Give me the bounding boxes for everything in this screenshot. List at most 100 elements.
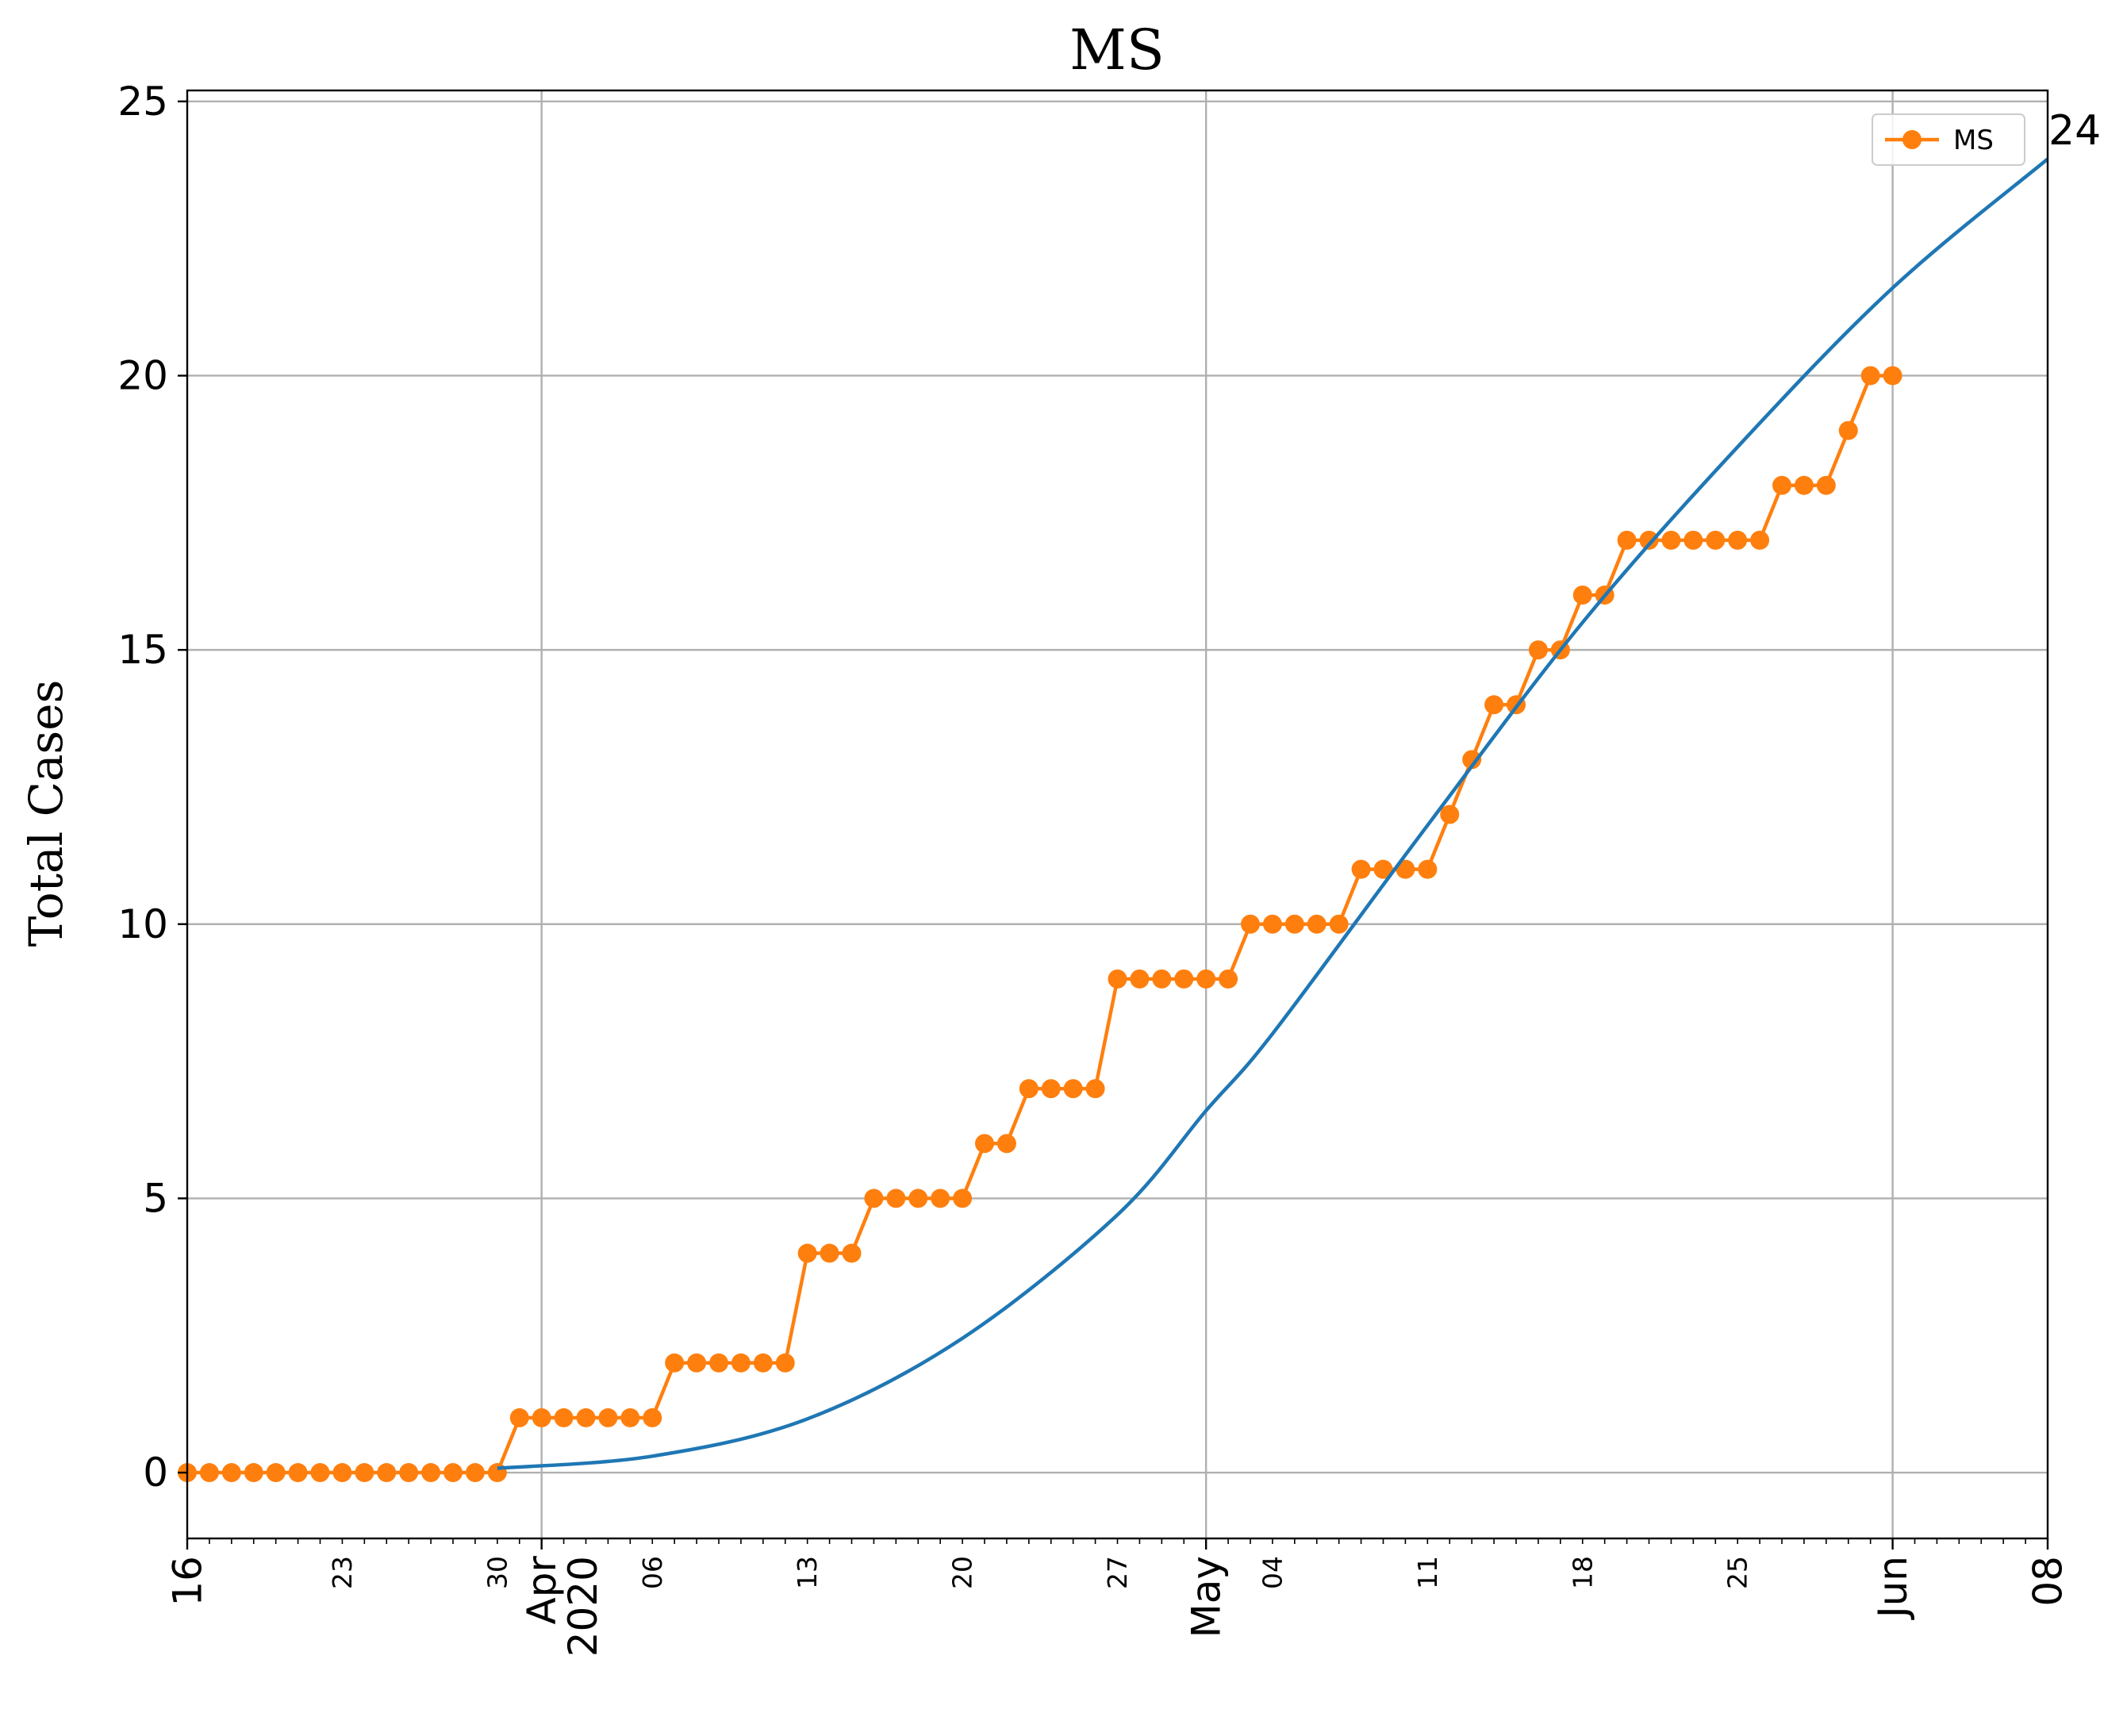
data-point: [1462, 750, 1482, 770]
x-minor-tick-label: 18: [1567, 1556, 1598, 1589]
data-point: [1772, 475, 1791, 495]
x-major-tick-label: 2020: [560, 1556, 606, 1657]
data-point: [1860, 366, 1880, 386]
data-point: [908, 1189, 928, 1208]
data-point: [199, 1463, 219, 1483]
data-point: [1750, 530, 1770, 550]
plot-area: 24: [178, 107, 2101, 1483]
x-major-tick-label: 16: [165, 1556, 211, 1607]
data-point: [221, 1463, 241, 1483]
data-point: [996, 1134, 1016, 1154]
x-minor-tick-label: 23: [327, 1556, 358, 1589]
data-point: [310, 1463, 330, 1483]
data-point: [1639, 530, 1659, 550]
x-major-tick-label: May: [1184, 1556, 1230, 1638]
data-point: [465, 1463, 485, 1483]
data-point: [487, 1463, 507, 1483]
x-minor-tick-label: 11: [1412, 1556, 1443, 1589]
data-point: [421, 1463, 441, 1483]
data-point: [842, 1243, 862, 1263]
data-point: [1063, 1079, 1083, 1099]
data-point: [1130, 969, 1150, 989]
x-minor-tick-label: 04: [1257, 1556, 1288, 1589]
data-point: [1262, 914, 1282, 934]
data-point: [886, 1189, 906, 1208]
data-point: [1329, 914, 1349, 934]
chart-title: MS: [1069, 17, 1165, 83]
data-point: [1085, 1079, 1105, 1099]
data-point: [443, 1463, 463, 1483]
axes-frame: [186, 89, 2049, 1540]
series-line-fit: [497, 157, 2049, 1470]
x-minor-tick-label: 27: [1102, 1556, 1133, 1589]
x-minor-tick-label: 30: [482, 1556, 513, 1589]
legend-label: MS: [1953, 125, 1994, 156]
data-point: [775, 1353, 795, 1373]
data-point: [355, 1463, 374, 1483]
data-point: [1219, 969, 1238, 989]
legend-marker: [1902, 130, 1922, 149]
data-point: [665, 1353, 685, 1373]
data-point: [509, 1408, 529, 1427]
data-point: [1728, 530, 1748, 550]
data-point: [1396, 859, 1415, 879]
y-tick-label: 15: [117, 627, 168, 673]
y-tick-label: 5: [143, 1175, 168, 1221]
data-point: [1241, 914, 1260, 934]
data-point: [1019, 1079, 1039, 1099]
legend-box: [1872, 113, 2025, 166]
x-minor-tick-label: 25: [1722, 1556, 1753, 1589]
data-point: [1440, 805, 1460, 824]
data-point: [1284, 914, 1304, 934]
data-point: [1174, 969, 1194, 989]
data-point: [975, 1134, 994, 1154]
data-point: [1661, 530, 1681, 550]
y-axis-label: Total Cases: [19, 680, 73, 947]
data-point: [1152, 969, 1172, 989]
data-point: [554, 1408, 574, 1427]
data-point: [864, 1189, 884, 1208]
x-major-tick-label: Jun: [1870, 1556, 1916, 1620]
data-point: [820, 1243, 839, 1263]
data-point: [953, 1189, 973, 1208]
data-point: [244, 1463, 263, 1483]
data-point: [532, 1408, 551, 1427]
data-point: [709, 1353, 728, 1373]
data-point: [1617, 530, 1637, 550]
x-major-tick-label: Apr: [519, 1556, 565, 1625]
data-point: [1373, 859, 1393, 879]
x-minor-tick-label: 20: [947, 1556, 978, 1589]
fit-end-label: 24: [2048, 107, 2101, 155]
data-point: [266, 1463, 286, 1483]
data-point: [1196, 969, 1216, 989]
data-point: [1418, 859, 1438, 879]
data-point: [1794, 475, 1814, 495]
data-point: [1816, 475, 1836, 495]
data-point: [1484, 695, 1504, 715]
data-point: [620, 1408, 640, 1427]
data-point: [598, 1408, 618, 1427]
y-tick-label: 0: [143, 1450, 168, 1496]
data-point: [332, 1463, 352, 1483]
data-point: [1041, 1079, 1061, 1099]
x-minor-tick-label: 06: [637, 1556, 668, 1589]
y-tick-label: 25: [117, 79, 168, 125]
data-point: [753, 1353, 773, 1373]
data-point: [288, 1463, 308, 1483]
data-point: [1838, 421, 1858, 440]
data-point: [643, 1408, 662, 1427]
data-point: [399, 1463, 419, 1483]
legend: MS: [1872, 113, 2025, 166]
data-point: [377, 1463, 397, 1483]
y-tick-label: 10: [117, 901, 168, 947]
data-point: [797, 1243, 817, 1263]
data-point: [687, 1353, 707, 1373]
data-point: [1307, 914, 1326, 934]
y-tick-label: 20: [117, 352, 168, 398]
data-point: [1528, 640, 1548, 660]
data-point: [731, 1353, 751, 1373]
data-point: [1572, 585, 1592, 605]
x-minor-tick-label: 13: [792, 1556, 823, 1589]
